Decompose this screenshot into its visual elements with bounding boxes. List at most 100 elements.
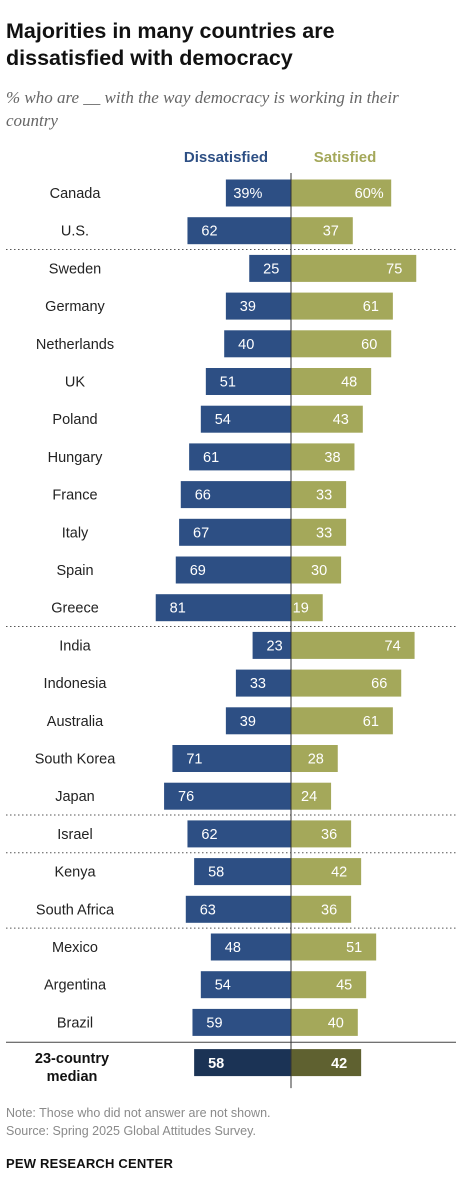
value-dissatisfied-uk: 51	[220, 375, 236, 391]
value-satisfied-japan: 24	[301, 789, 317, 805]
chart-subtitle: % who are __ with the way democracy is w…	[6, 88, 399, 130]
value-dissatisfied-netherlands: 40	[238, 337, 254, 353]
value-satisfied-poland: 43	[333, 412, 349, 428]
bar-satisfied-brazil	[291, 1008, 358, 1036]
country-label-indonesia: Indonesia	[44, 676, 108, 692]
bar-dissatisfied-canada	[225, 179, 291, 207]
value-satisfied-canada: 60%	[355, 186, 384, 202]
bar-satisfied-south-africa	[291, 895, 352, 923]
country-label-australia: Australia	[47, 714, 104, 730]
country-label-south-africa: South Africa	[36, 902, 115, 918]
value-dissatisfied-indonesia: 33	[250, 676, 266, 692]
value-dissatisfied-canada: 39%	[233, 186, 262, 202]
bar-dissatisfied-sweden	[249, 254, 291, 282]
bar-dissatisfied-u-s	[187, 217, 291, 245]
country-label-india: India	[59, 638, 91, 654]
bar-satisfied-median	[291, 1049, 362, 1077]
bar-satisfied-israel	[291, 820, 352, 848]
bar-dissatisfied-argentina	[200, 971, 291, 999]
bar-satisfied-canada	[291, 179, 392, 207]
value-satisfied-uk: 48	[341, 375, 357, 391]
value-dissatisfied-spain: 69	[190, 563, 206, 579]
value-satisfied-median: 42	[331, 1056, 347, 1072]
value-dissatisfied-hungary: 61	[203, 450, 219, 466]
country-label-south-korea: South Korea	[35, 752, 117, 768]
country-label-hungary: Hungary	[48, 450, 104, 466]
bar-satisfied-mexico	[291, 933, 377, 961]
chart-title: Majorities in many countries are dissati…	[6, 19, 335, 70]
value-satisfied-brazil: 40	[328, 1015, 344, 1031]
bar-satisfied-italy	[291, 518, 347, 546]
value-dissatisfied-italy: 67	[193, 525, 209, 541]
value-satisfied-indonesia: 66	[371, 676, 387, 692]
country-label-sweden: Sweden	[49, 261, 101, 277]
median-label-line1: 23-country	[35, 1051, 109, 1067]
bar-dissatisfied-poland	[200, 405, 291, 433]
bar-dissatisfied-brazil	[192, 1008, 291, 1036]
value-dissatisfied-germany: 39	[240, 299, 256, 315]
value-dissatisfied-poland: 54	[215, 412, 231, 428]
country-label-japan: Japan	[55, 789, 95, 805]
value-dissatisfied-sweden: 25	[263, 261, 279, 277]
bar-dissatisfied-india	[252, 631, 291, 659]
bar-satisfied-india	[291, 631, 415, 659]
value-dissatisfied-france: 66	[195, 488, 211, 504]
value-dissatisfied-israel: 62	[201, 827, 217, 843]
bar-satisfied-greece	[291, 594, 323, 622]
bar-dissatisfied-italy	[179, 518, 291, 546]
bar-satisfied-australia	[291, 707, 393, 735]
value-satisfied-india: 74	[385, 638, 401, 654]
value-satisfied-argentina: 45	[336, 978, 352, 994]
bar-satisfied-poland	[291, 405, 363, 433]
bar-satisfied-netherlands	[291, 330, 392, 358]
country-label-israel: Israel	[57, 827, 92, 843]
bar-dissatisfied-australia	[225, 707, 291, 735]
country-label-italy: Italy	[62, 525, 89, 541]
bar-dissatisfied-south-africa	[185, 895, 291, 923]
brand-logo-text: PEW RESEARCH CENTER	[6, 1156, 174, 1171]
value-satisfied-south-africa: 36	[321, 902, 337, 918]
value-satisfied-greece: 19	[293, 601, 309, 617]
bar-satisfied-sweden	[291, 254, 417, 282]
bar-dissatisfied-spain	[175, 556, 291, 584]
value-satisfied-australia: 61	[363, 714, 379, 730]
value-satisfied-hungary: 38	[324, 450, 340, 466]
bar-dissatisfied-japan	[164, 782, 291, 810]
country-label-germany: Germany	[45, 299, 105, 315]
bar-dissatisfied-indonesia	[235, 669, 291, 697]
country-label-argentina: Argentina	[44, 978, 107, 994]
legend-satisfied: Satisfied	[314, 149, 377, 166]
country-label-canada: Canada	[50, 186, 102, 202]
value-dissatisfied-u-s: 62	[201, 224, 217, 240]
country-label-kenya: Kenya	[54, 865, 96, 881]
value-satisfied-netherlands: 60	[361, 337, 377, 353]
value-satisfied-italy: 33	[316, 525, 332, 541]
value-dissatisfied-south-africa: 63	[200, 902, 216, 918]
value-dissatisfied-mexico: 48	[225, 940, 241, 956]
value-dissatisfied-brazil: 59	[206, 1015, 222, 1031]
bar-satisfied-japan	[291, 782, 332, 810]
value-dissatisfied-south-korea: 71	[186, 752, 202, 768]
value-dissatisfied-japan: 76	[178, 789, 194, 805]
country-label-mexico: Mexico	[52, 940, 98, 956]
country-label-netherlands: Netherlands	[36, 337, 114, 353]
value-satisfied-germany: 61	[363, 299, 379, 315]
country-label-uk: UK	[65, 375, 85, 391]
value-dissatisfied-kenya: 58	[208, 865, 224, 881]
bar-dissatisfied-mexico	[210, 933, 291, 961]
bar-satisfied-indonesia	[291, 669, 402, 697]
bar-dissatisfied-greece	[155, 594, 291, 622]
bar-dissatisfied-israel	[187, 820, 291, 848]
bar-dissatisfied-netherlands	[224, 330, 291, 358]
bar-satisfied-germany	[291, 292, 393, 320]
bar-dissatisfied-kenya	[194, 858, 291, 886]
bar-satisfied-argentina	[291, 971, 367, 999]
value-satisfied-u-s: 37	[323, 224, 339, 240]
bar-satisfied-u-s	[291, 217, 353, 245]
value-dissatisfied-india: 23	[267, 638, 283, 654]
bar-dissatisfied-uk	[205, 368, 291, 395]
country-label-poland: Poland	[52, 412, 97, 428]
value-satisfied-israel: 36	[321, 827, 337, 843]
country-label-u-s: U.S.	[61, 224, 89, 240]
bar-dissatisfied-germany	[225, 292, 291, 320]
